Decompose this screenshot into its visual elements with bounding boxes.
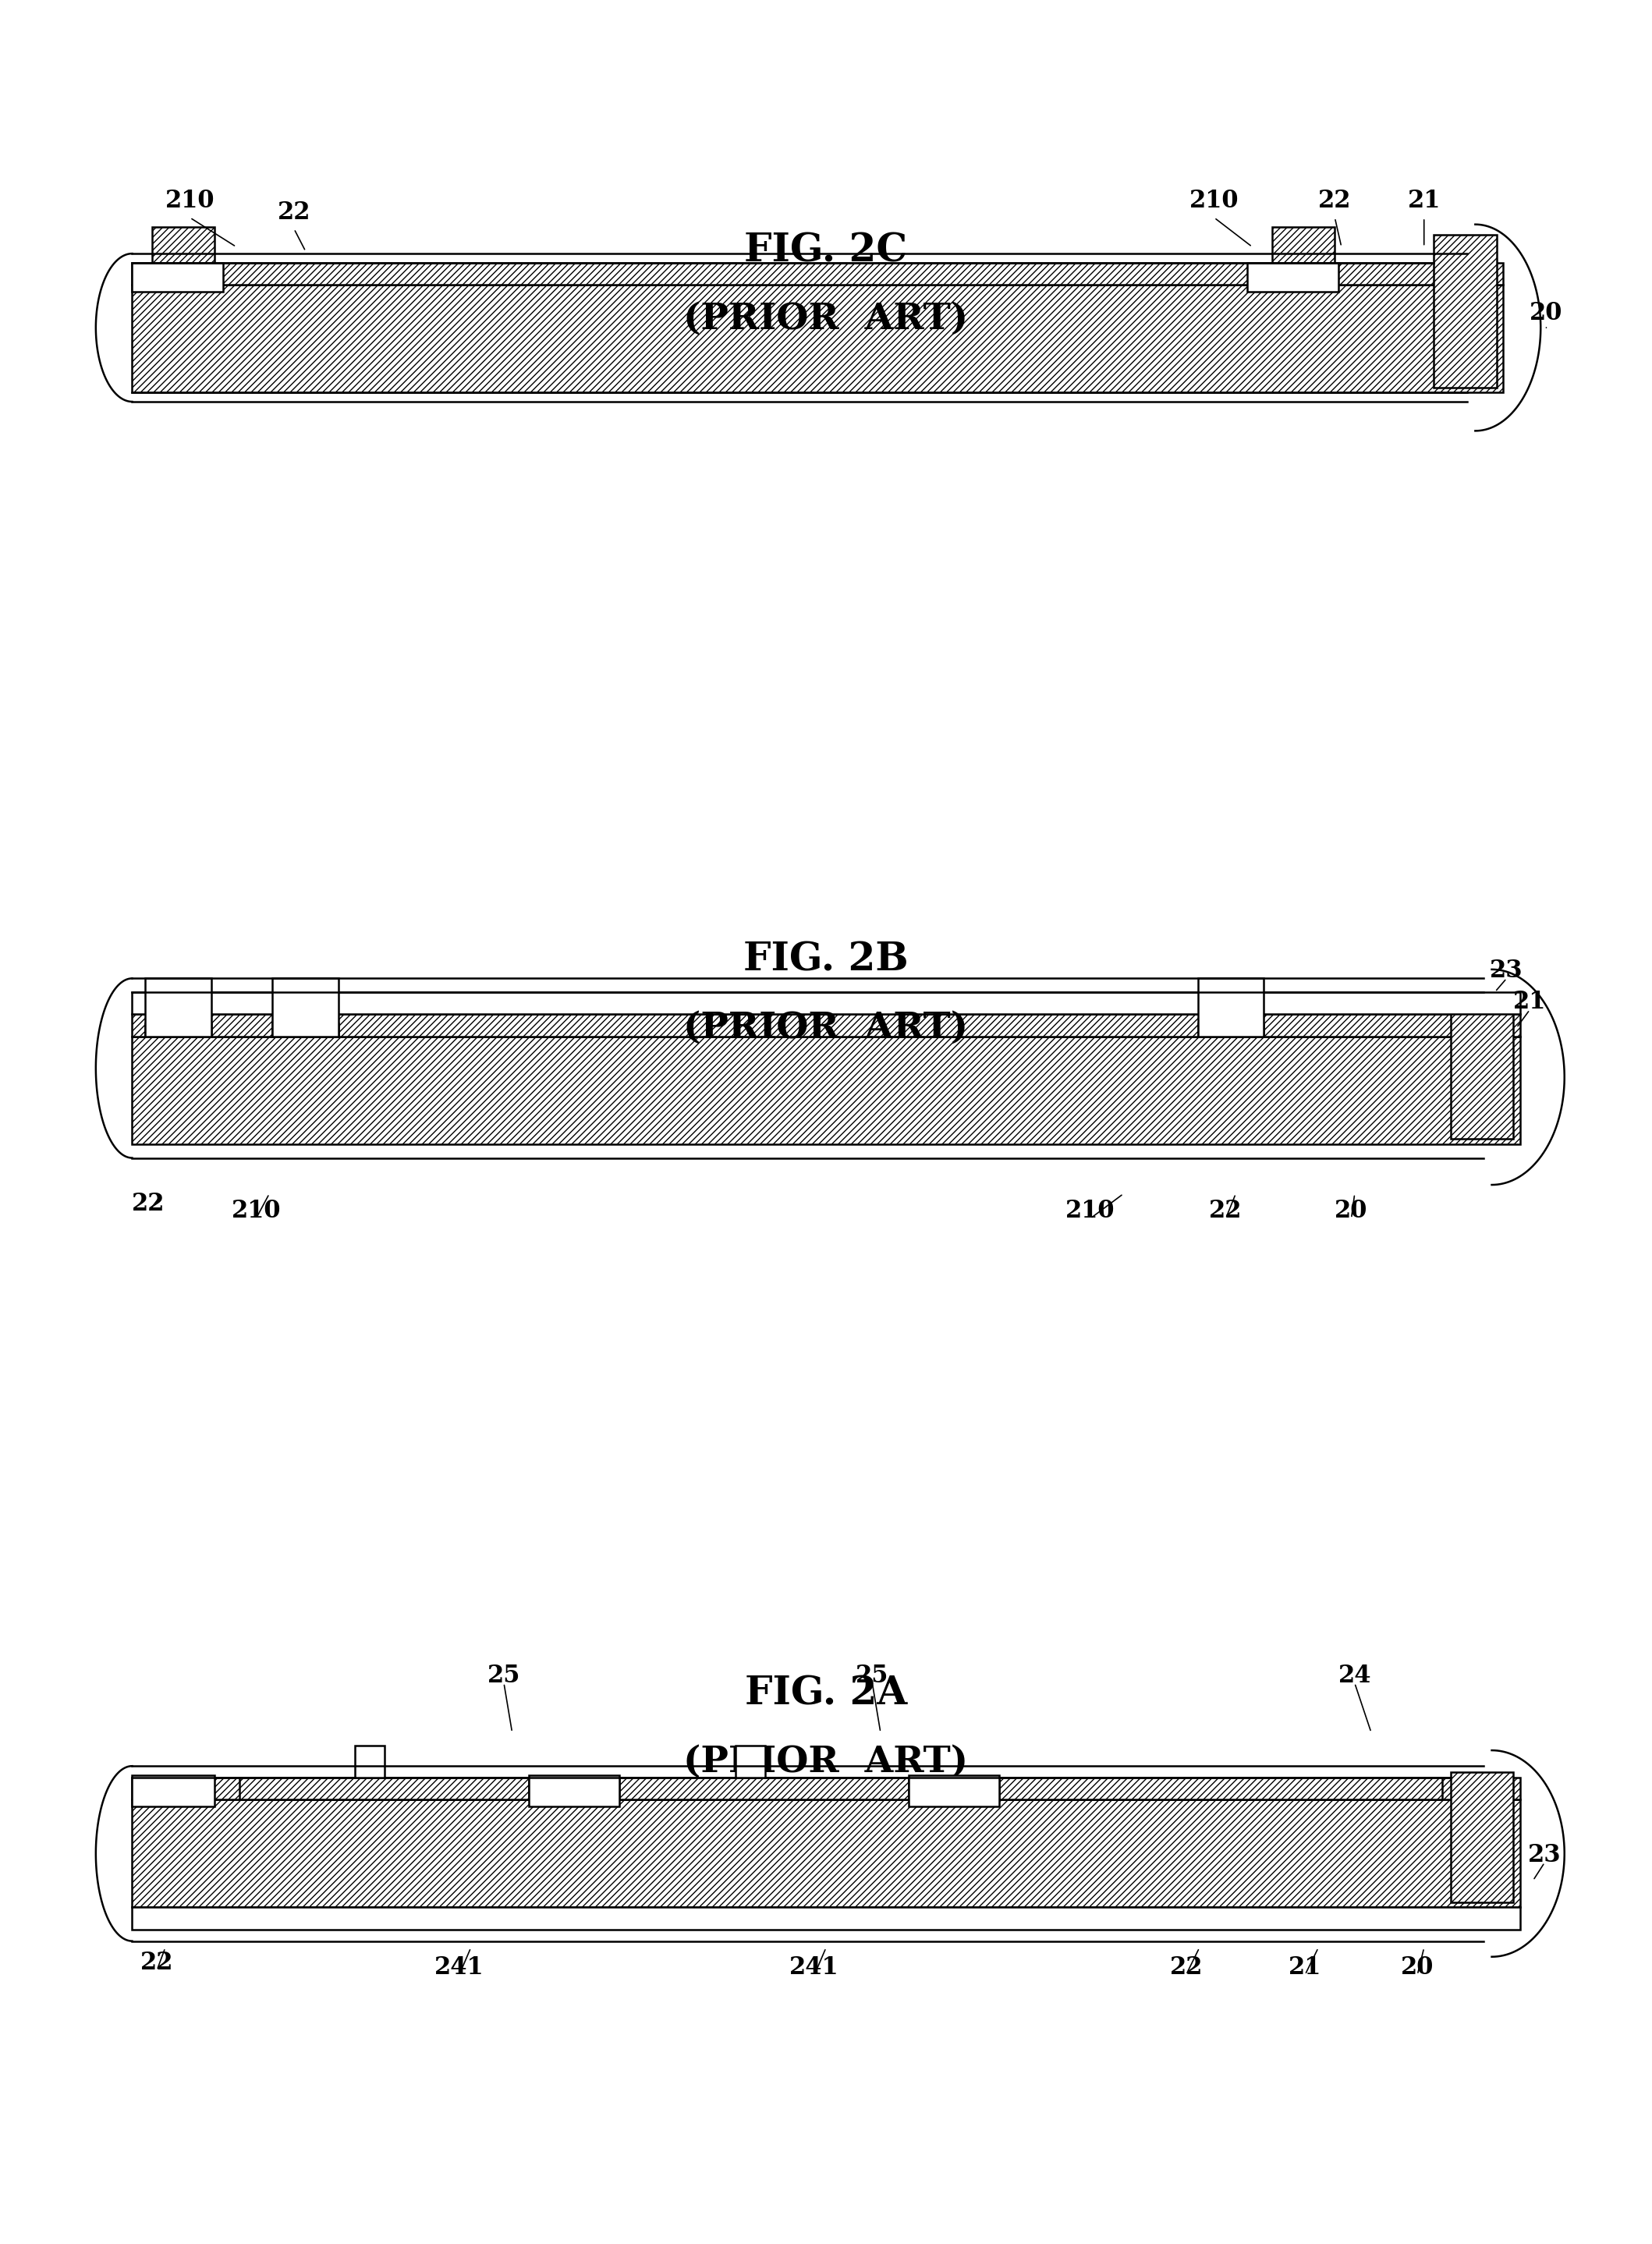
Bar [1272, 227, 1335, 263]
Text: 210: 210 [1066, 1198, 1115, 1223]
Text: 21: 21 [1408, 188, 1441, 213]
Bar [240, 1777, 529, 1800]
Bar [152, 227, 215, 263]
Text: 23: 23 [1490, 958, 1523, 983]
Text: 22: 22 [278, 200, 311, 224]
Text: 21: 21 [1513, 990, 1546, 1014]
Text: 22: 22 [1318, 188, 1351, 213]
Bar [132, 1907, 1520, 1930]
Bar [1434, 236, 1497, 388]
Bar [145, 1023, 211, 1037]
Bar [355, 1746, 385, 1777]
Text: 20: 20 [1530, 301, 1563, 325]
Bar [132, 1014, 1520, 1037]
Bar [145, 978, 211, 1037]
Text: 21: 21 [1289, 1955, 1322, 1979]
Text: FIG. 2C: FIG. 2C [745, 231, 907, 272]
Bar [132, 285, 1503, 393]
Bar [132, 263, 223, 292]
Bar [999, 1777, 1442, 1800]
Text: (PRIOR  ART): (PRIOR ART) [684, 1010, 968, 1046]
Bar [273, 978, 339, 1037]
Text: 22: 22 [1209, 1198, 1242, 1223]
Text: FIG. 2A: FIG. 2A [745, 1674, 907, 1714]
Text: 241: 241 [434, 1955, 484, 1979]
Bar [132, 992, 1520, 1014]
Text: 22: 22 [140, 1950, 173, 1975]
Bar [1247, 263, 1338, 292]
Bar [735, 1746, 765, 1777]
Bar [132, 1800, 1520, 1907]
Text: 25: 25 [856, 1663, 889, 1687]
Text: 24: 24 [1338, 1663, 1371, 1687]
Bar [149, 1777, 198, 1800]
Text: 22: 22 [132, 1192, 165, 1216]
Bar [1198, 978, 1264, 1037]
Bar [1450, 1010, 1513, 1140]
Text: 210: 210 [165, 188, 215, 213]
Bar [620, 1777, 909, 1800]
Bar [545, 1777, 595, 1800]
Text: (PRIOR  ART): (PRIOR ART) [684, 1744, 968, 1779]
Bar [529, 1775, 620, 1806]
Text: 210: 210 [1189, 188, 1239, 213]
Bar [132, 1777, 1520, 1800]
Text: 210: 210 [231, 1198, 281, 1223]
Text: 23: 23 [1528, 1842, 1561, 1867]
Bar [925, 1777, 975, 1800]
Text: 20: 20 [1401, 1955, 1434, 1979]
Text: 22: 22 [1170, 1955, 1203, 1979]
Bar [132, 263, 1503, 285]
Bar [1198, 1023, 1264, 1037]
Bar [132, 1037, 1520, 1144]
Bar [909, 1775, 999, 1806]
Text: (PRIOR  ART): (PRIOR ART) [684, 301, 968, 337]
Text: FIG. 2B: FIG. 2B [743, 940, 909, 981]
Bar [273, 1023, 339, 1037]
Bar [1450, 1773, 1513, 1903]
Text: 241: 241 [790, 1955, 839, 1979]
Text: 25: 25 [487, 1663, 520, 1687]
Text: 20: 20 [1335, 1198, 1368, 1223]
Bar [132, 1775, 215, 1806]
